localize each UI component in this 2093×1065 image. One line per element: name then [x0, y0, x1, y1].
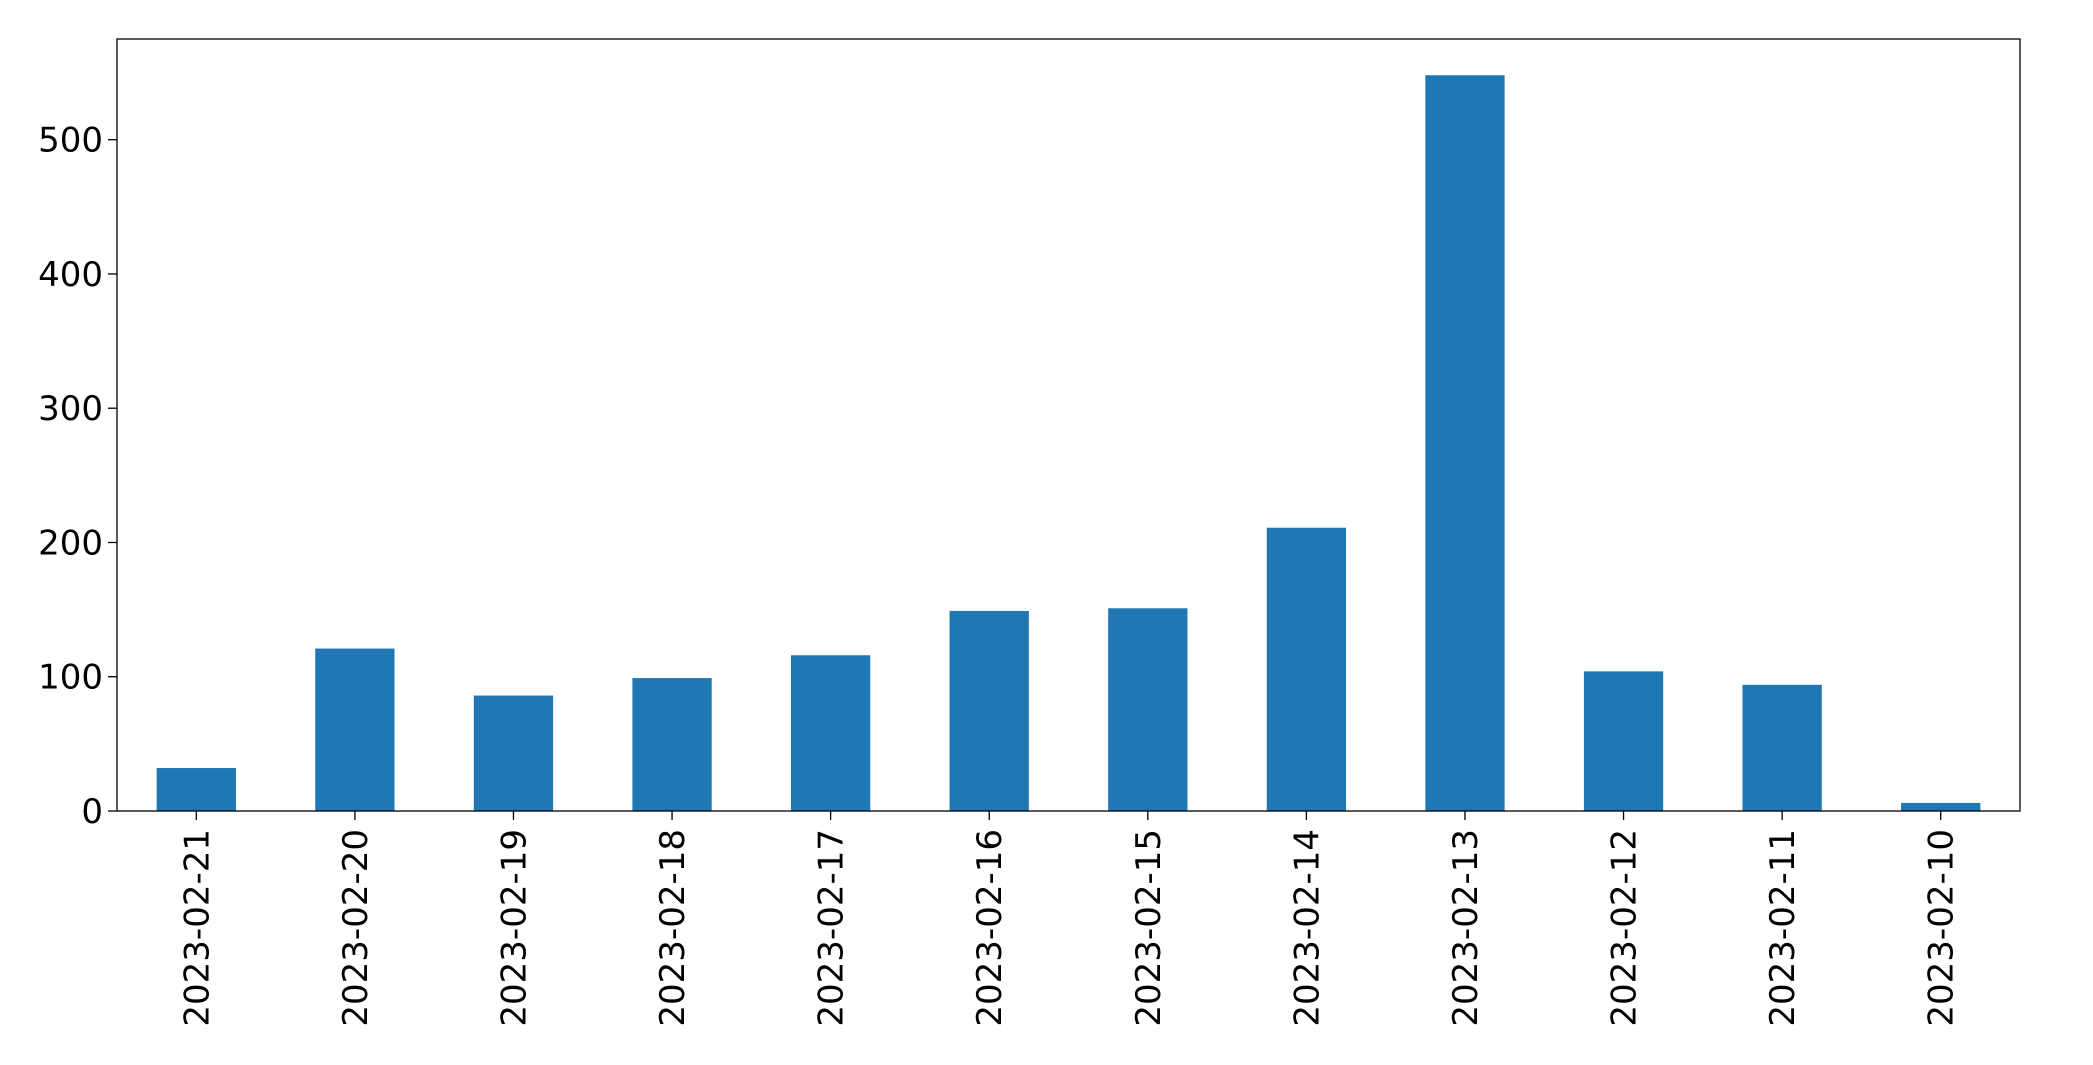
plot-frame [116, 38, 2021, 812]
x-tick-label: 2023-02-13 [1446, 829, 1486, 1027]
bar-2023-02-11 [1742, 684, 1822, 811]
x-tick-label: 2023-02-14 [1287, 829, 1327, 1027]
x-tick-label: 2023-02-19 [494, 829, 534, 1027]
y-tick-label: 0 [81, 792, 103, 832]
x-tick-label: 2023-02-17 [812, 829, 852, 1027]
x-tick-label: 2023-02-12 [1605, 829, 1645, 1027]
bar-2023-02-18 [632, 678, 712, 811]
y-axis: 0 100 200 300 400 500 [38, 121, 117, 832]
bar-2023-02-16 [949, 610, 1029, 811]
bar-2023-02-19 [473, 695, 554, 811]
x-tick-label: 2023-02-10 [1922, 829, 1962, 1027]
bar-2023-02-13 [1425, 75, 1505, 812]
bar-2023-02-20 [315, 648, 395, 811]
bars-group [156, 75, 1981, 812]
y-tick-label: 100 [38, 658, 103, 698]
bar-2023-02-17 [790, 655, 871, 811]
y-tick-label: 400 [38, 255, 103, 295]
x-axis: 2023-02-21 2023-02-20 2023-02-19 2023-02-18… [177, 811, 1962, 1027]
y-tick-label: 300 [38, 389, 103, 429]
x-tick-label: 2023-02-20 [336, 829, 376, 1027]
y-tick-label: 200 [38, 523, 103, 563]
x-tick-label: 2023-02-11 [1763, 829, 1803, 1027]
x-tick-label: 2023-02-16 [970, 829, 1010, 1027]
y-tick-label: 500 [38, 121, 103, 161]
bar-2023-02-12 [1583, 671, 1664, 811]
bar-2023-02-10 [1901, 802, 1981, 811]
x-tick-label: 2023-02-15 [1129, 829, 1169, 1027]
x-tick-label: 2023-02-21 [177, 829, 217, 1027]
bar-2023-02-14 [1266, 527, 1347, 811]
x-tick-label: 2023-02-18 [653, 829, 693, 1027]
bar-2023-02-21 [156, 768, 236, 811]
bar-2023-02-15 [1108, 608, 1188, 811]
